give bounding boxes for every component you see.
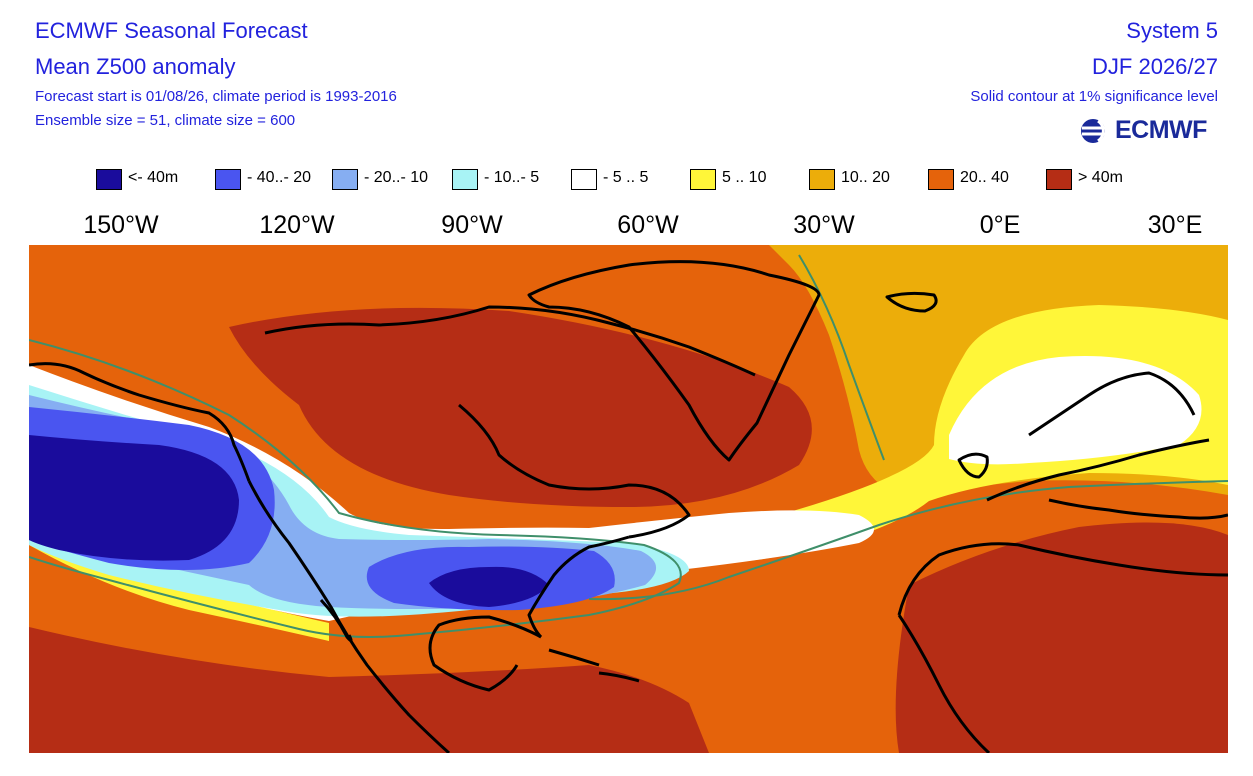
significance-contours — [29, 254, 1228, 638]
legend-label: 10.. 20 — [841, 169, 890, 186]
fill-darkred-canada — [229, 307, 812, 507]
system-label: System 5 — [1126, 18, 1218, 43]
lon-label-60w: 60°W — [617, 211, 679, 239]
fill-darkred-south — [29, 627, 709, 753]
ecmwf-logo-text: ECMWF — [1115, 116, 1207, 144]
fill-white-europe — [949, 356, 1202, 465]
legend-label: - 20..- 10 — [364, 169, 429, 186]
significance-note: Solid contour at 1% significance level — [970, 88, 1218, 105]
map-subtitle: Mean Z500 anomaly — [35, 54, 236, 79]
fill-navy-pacific — [29, 435, 239, 561]
legend-swatch — [928, 169, 954, 190]
legend-swatch — [809, 169, 835, 190]
legend-label: - 5 .. 5 — [603, 169, 649, 186]
legend-swatch — [571, 169, 597, 190]
coastline-alaska-west — [29, 362, 251, 482]
significance-contour-north — [798, 254, 885, 461]
legend-swatch — [452, 169, 478, 190]
forecast-start-info: Forecast start is 01/08/26, climate peri… — [35, 88, 397, 105]
lon-label-30w: 30°W — [793, 211, 855, 239]
lon-label-90w: 90°W — [441, 211, 503, 239]
legend-swatch — [1046, 169, 1072, 190]
ecmwf-logo: ECMWF — [1078, 116, 1218, 146]
legend-swatch — [215, 169, 241, 190]
coastline-greenland — [527, 260, 821, 462]
fill-navy-us — [429, 566, 549, 607]
legend-swatch — [332, 169, 358, 190]
lon-label-150w: 150°W — [83, 211, 159, 239]
legend-label: > 40m — [1078, 169, 1123, 186]
legend-swatch — [96, 169, 122, 190]
legend-label: - 10..- 5 — [484, 169, 540, 186]
fill-darkred-africa — [895, 522, 1228, 753]
significance-contour-west — [29, 339, 682, 638]
coastline-canada-arctic — [264, 305, 756, 377]
coastline-africa — [897, 542, 1228, 753]
coastline-caribbean — [548, 648, 640, 683]
coastline-us-east — [527, 535, 630, 639]
legend-swatch — [690, 169, 716, 190]
ensemble-size-info: Ensemble size = 51, climate size = 600 — [35, 112, 296, 129]
legend-label: 20.. 40 — [960, 169, 1009, 186]
lon-label-30e: 30°E — [1147, 211, 1203, 239]
lon-label-0e: 0°E — [979, 211, 1021, 239]
coastlines — [29, 260, 1228, 753]
coastline-europe — [986, 371, 1210, 502]
ecmwf-logo-icon — [1081, 119, 1106, 143]
legend-label: - 40..- 20 — [247, 169, 312, 186]
legend-label: 5 .. 10 — [722, 169, 767, 186]
coastline-mediterranean — [1048, 498, 1228, 520]
coastline-canada-east — [458, 403, 691, 539]
coastline-iceland — [885, 291, 938, 313]
season-label: DJF 2026/27 — [1092, 54, 1218, 79]
lon-label-120w: 120°W — [259, 211, 335, 239]
coastline-baja — [319, 598, 353, 642]
legend-label: <- 40m — [128, 169, 179, 186]
map-title: ECMWF Seasonal Forecast — [35, 18, 308, 43]
z500-anomaly-map — [29, 245, 1228, 753]
coastline-gulf — [428, 615, 542, 692]
legend: <- 40m - 40..- 20 - 20..- 10 - 10..- 5 - 5 .… — [0, 166, 1253, 194]
coastline-uk — [957, 452, 989, 479]
significance-contour-atlantic — [588, 480, 1228, 601]
fill-yellow-pacific — [29, 525, 329, 641]
